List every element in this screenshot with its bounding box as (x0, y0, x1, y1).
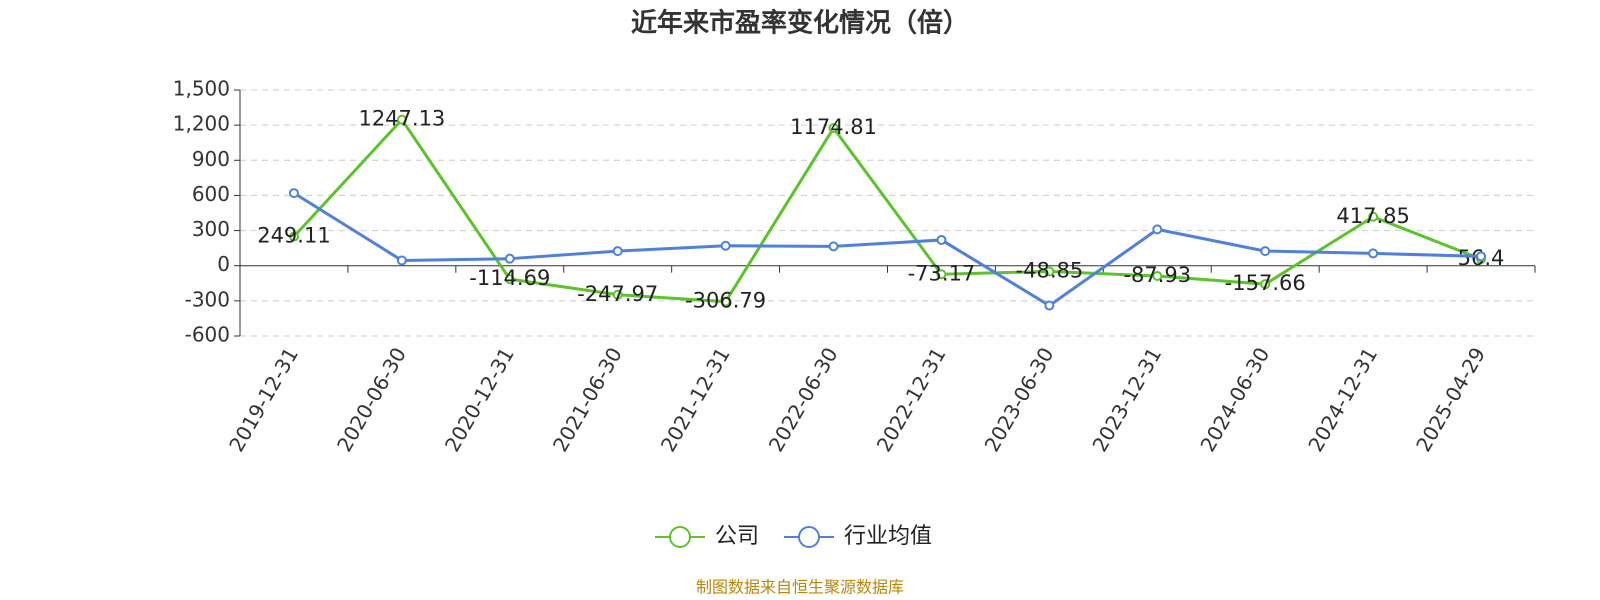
x-tick-label: 2020-06-30 (332, 343, 411, 456)
point (1368, 248, 1379, 259)
data-label: -306.79 (685, 289, 766, 313)
x-tick-label: 2024-12-31 (1303, 343, 1382, 456)
point (936, 234, 947, 245)
x-tick-label: 2023-12-31 (1087, 343, 1166, 456)
y-tick-label: 600 (192, 182, 230, 206)
y-tick-label: -300 (185, 287, 230, 311)
chart-title: 近年来市盈率变化情况（倍） (631, 8, 969, 39)
y-tick-label: 1,200 (173, 112, 230, 136)
point (828, 123, 839, 134)
legend-marker (669, 526, 691, 548)
point (396, 255, 407, 266)
x-tick-label: 2025-04-29 (1411, 343, 1490, 456)
y-tick-label: 300 (192, 217, 230, 241)
legend-label: 公司 (715, 524, 759, 549)
data-label: 1247.13 (358, 107, 445, 131)
data-label: -114.69 (469, 266, 550, 290)
x-tick-label: 2020-12-31 (440, 343, 519, 456)
y-tick-label: 1,500 (173, 77, 230, 101)
point (1152, 271, 1163, 282)
data-label: -87.93 (1123, 263, 1191, 287)
legend-label: 行业均值 (844, 524, 932, 549)
x-tick-label: 2022-12-31 (872, 343, 951, 456)
point (1368, 211, 1379, 222)
point (504, 274, 515, 285)
point (1152, 224, 1163, 235)
point (288, 188, 299, 199)
legend-marker (798, 526, 821, 548)
point (396, 114, 407, 125)
data-label: -73.17 (908, 261, 976, 285)
data-label: 417.85 (1336, 204, 1409, 228)
y-tick-label: 0 (217, 252, 230, 276)
point (1260, 279, 1271, 290)
point (612, 246, 623, 257)
x-tick-label: 2021-06-30 (548, 343, 627, 456)
point (288, 231, 299, 242)
point (720, 296, 731, 307)
x-tick-label: 2021-12-31 (656, 343, 735, 456)
point (504, 253, 515, 264)
y-tick-label: 900 (192, 147, 230, 171)
series-line (292, 117, 1482, 304)
point (720, 240, 731, 251)
footer: 制图数据来自恒生聚源数据库 (696, 578, 904, 597)
point (1044, 266, 1055, 277)
data-label: -48.85 (1016, 258, 1084, 282)
point (828, 241, 839, 252)
y-tick-label: -600 (185, 323, 230, 347)
series-line (293, 191, 1482, 308)
point (1476, 251, 1487, 262)
x-tick-label: 2022-06-30 (764, 343, 843, 456)
point (1260, 246, 1271, 257)
data-label: 249.11 (257, 224, 330, 248)
x-tick-label: 2023-06-30 (980, 343, 1059, 456)
data-label: -247.97 (577, 282, 658, 306)
data-label: 1174.81 (790, 115, 877, 139)
x-tick-label: 2019-12-31 (224, 343, 303, 456)
point (612, 289, 623, 300)
point (936, 269, 947, 280)
data-label: -157.66 (1225, 271, 1306, 295)
x-tick-label: 2024-06-30 (1195, 343, 1274, 456)
point (1044, 300, 1055, 311)
